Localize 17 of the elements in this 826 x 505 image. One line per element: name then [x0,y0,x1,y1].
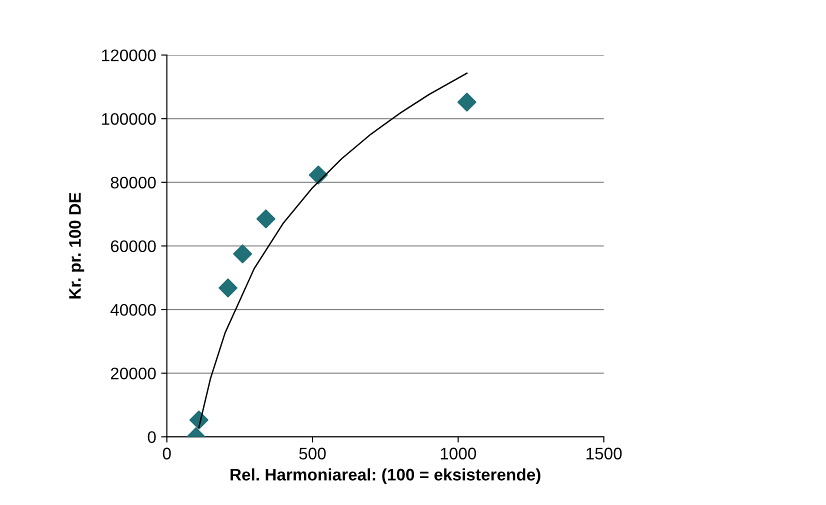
y-tick-label: 0 [148,431,156,444]
y-tick-label: 120000 [102,49,156,62]
point [218,278,238,298]
y-axis-title: Kr. pr. 100 DE [69,192,84,299]
x-tick-label: 1000 [440,448,476,460]
x-tick-label: 0 [162,448,171,460]
point [457,92,476,112]
x-tick-label: 1500 [586,448,622,460]
x-tick-label: 500 [299,448,326,460]
y-tick-label: 80000 [110,176,156,189]
y-tick-label: 60000 [110,240,156,252]
point [233,244,252,264]
y-tick-label: 20000 [110,368,156,380]
y-tick-label: 40000 [110,304,156,316]
x-axis-title: Rel. Harmoniareal: (100 = eksisterende) [230,468,540,484]
y-tick-label: 100000 [102,113,156,125]
point [256,209,276,228]
